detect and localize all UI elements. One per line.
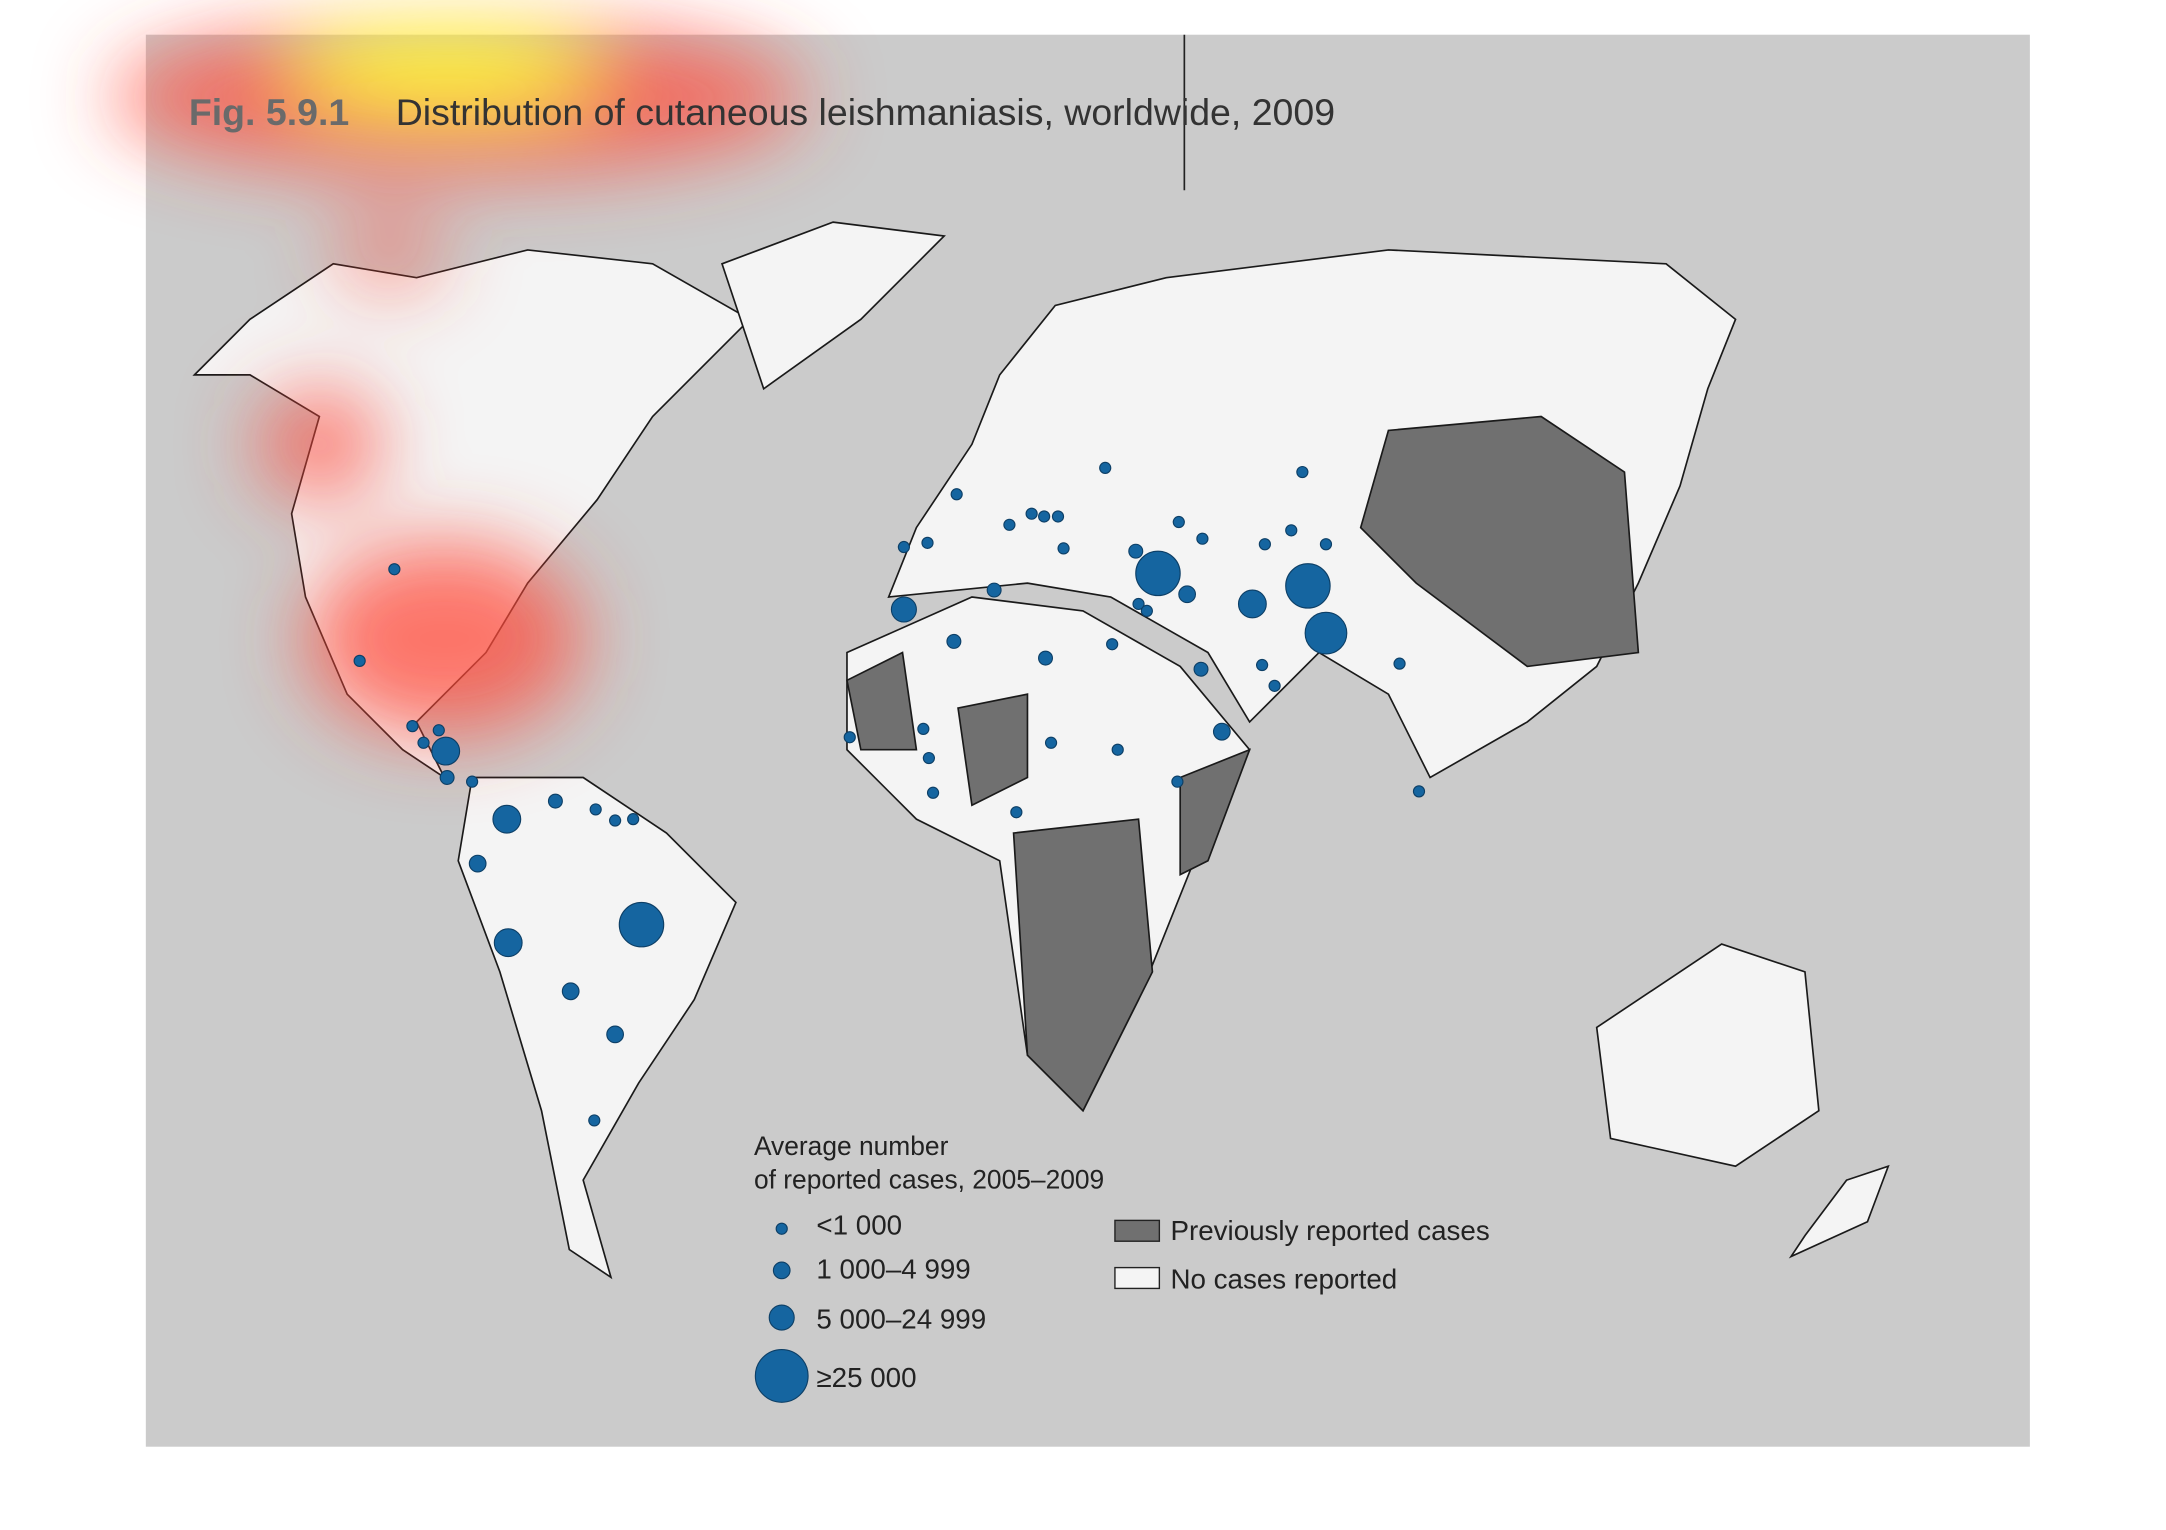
- case-marker: [1285, 524, 1298, 537]
- legend-swatch: [1114, 1219, 1161, 1242]
- china: [1359, 415, 1640, 668]
- west-africa: [846, 651, 918, 751]
- case-marker: [1051, 510, 1065, 523]
- legend-title: of reported cases, 2005–2009: [754, 1164, 1104, 1194]
- legend-label: ≥25 000: [816, 1362, 916, 1393]
- legend-swatch: [1114, 1266, 1161, 1290]
- case-marker: [439, 769, 455, 785]
- sahel: [957, 693, 1029, 807]
- legend-label: <1 000: [816, 1209, 902, 1240]
- case-marker: [1412, 785, 1426, 798]
- case-marker: [388, 563, 401, 576]
- legend-label: Previously reported cases: [1170, 1215, 1489, 1246]
- case-marker: [1025, 507, 1038, 520]
- case-marker: [1319, 538, 1333, 551]
- south-america: [457, 776, 737, 1280]
- case-marker: [1038, 650, 1054, 666]
- case-marker: [843, 731, 856, 744]
- case-marker: [1099, 461, 1112, 474]
- case-marker: [1212, 722, 1231, 741]
- case-marker: [492, 804, 522, 834]
- case-marker: [1258, 538, 1271, 551]
- case-marker: [417, 736, 430, 749]
- legend-symbol: [754, 1348, 809, 1403]
- case-marker: [466, 775, 479, 788]
- case-marker: [1010, 806, 1023, 819]
- case-marker: [1255, 658, 1269, 672]
- case-marker: [606, 1025, 624, 1044]
- case-marker: [618, 901, 665, 948]
- case-marker: [1044, 736, 1058, 749]
- case-marker: [1132, 597, 1145, 611]
- legend-symbol: [772, 1261, 791, 1280]
- case-marker: [1135, 550, 1181, 597]
- case-marker: [950, 488, 963, 501]
- attention-heatmap: [111, 20, 806, 736]
- legend-symbol: [775, 1222, 788, 1235]
- case-marker: [1128, 543, 1144, 559]
- legend: Average number of reported cases, 2005–2…: [754, 1131, 1490, 1403]
- case-marker: [946, 633, 962, 649]
- case-marker: [1038, 510, 1051, 523]
- case-marker: [1393, 657, 1406, 670]
- case-marker: [1285, 563, 1331, 609]
- case-markers: [353, 461, 1426, 1127]
- case-marker: [1178, 585, 1197, 604]
- case-marker: [1196, 532, 1209, 545]
- case-marker: [922, 751, 935, 765]
- case-marker: [589, 803, 602, 816]
- case-marker: [588, 1114, 601, 1127]
- case-marker: [917, 722, 930, 736]
- case-marker: [627, 813, 640, 826]
- case-marker: [1003, 518, 1016, 531]
- case-marker: [561, 982, 580, 1001]
- case-marker: [1304, 611, 1348, 655]
- case-marker: [1268, 679, 1281, 692]
- case-marker: [1296, 465, 1309, 479]
- case-marker: [432, 724, 445, 737]
- case-marker: [431, 736, 461, 766]
- case-marker: [986, 582, 1002, 598]
- greenland: [720, 221, 946, 391]
- legend-title: Average number: [754, 1131, 949, 1161]
- legend-symbol: [768, 1304, 795, 1331]
- case-marker: [406, 720, 419, 733]
- legend-label: 5 000–24 999: [816, 1304, 986, 1335]
- case-marker: [353, 654, 366, 667]
- case-marker: [1140, 604, 1153, 617]
- case-marker: [1106, 638, 1119, 651]
- case-marker: [609, 814, 622, 827]
- case-marker: [921, 536, 934, 549]
- legend-label: 1 000–4 999: [816, 1254, 970, 1285]
- case-marker: [468, 854, 487, 873]
- case-marker: [493, 928, 523, 958]
- case-marker: [897, 540, 911, 554]
- figure-title: Distribution of cutaneous leishmaniasis,…: [396, 91, 1335, 133]
- legend-label: No cases reported: [1170, 1263, 1397, 1294]
- figure-label: Fig. 5.9.1: [189, 91, 349, 133]
- central-africa: [1012, 818, 1154, 1113]
- case-marker: [1193, 661, 1209, 677]
- case-marker: [547, 793, 563, 809]
- case-marker: [890, 596, 917, 623]
- new-zealand: [1788, 1164, 1890, 1259]
- case-marker: [1111, 743, 1124, 756]
- case-marker: [926, 786, 940, 799]
- case-marker: [1057, 542, 1070, 555]
- case-marker: [1171, 775, 1184, 788]
- horn-africa: [1179, 748, 1252, 877]
- case-marker: [1172, 515, 1185, 529]
- australia: [1595, 943, 1820, 1168]
- case-marker: [1237, 589, 1267, 619]
